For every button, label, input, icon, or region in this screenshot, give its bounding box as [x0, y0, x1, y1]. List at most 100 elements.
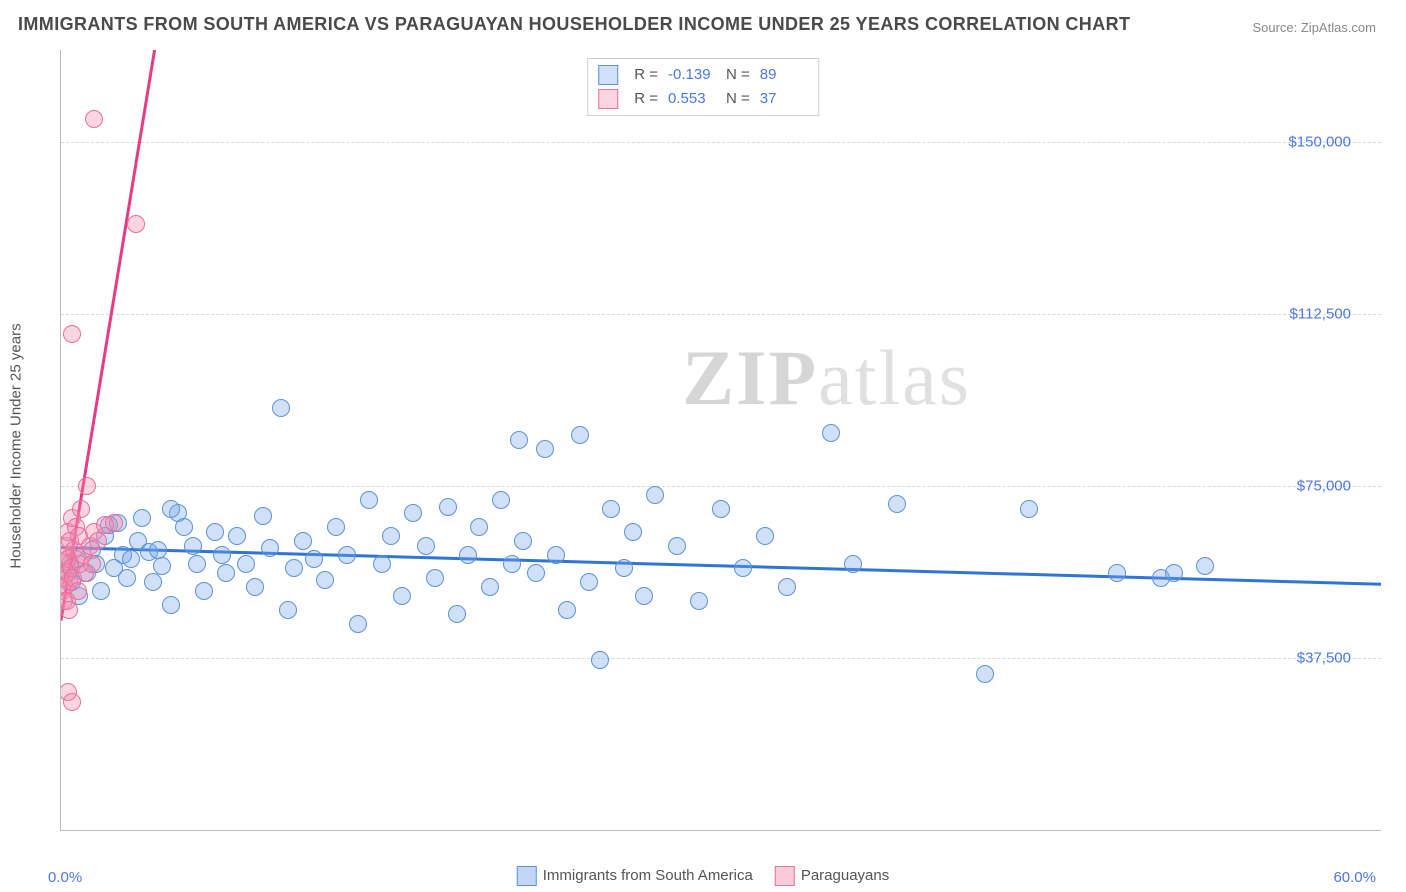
series-legend: Immigrants from South America Paraguayan… — [517, 866, 889, 886]
data-point-pink — [89, 532, 107, 550]
data-point-blue — [118, 569, 136, 587]
data-point-blue — [778, 578, 796, 596]
gridline — [61, 658, 1381, 659]
data-point-blue — [360, 491, 378, 509]
data-point-blue — [510, 431, 528, 449]
x-axis-min: 0.0% — [48, 869, 82, 886]
data-point-pink — [63, 693, 81, 711]
data-point-blue — [492, 491, 510, 509]
source-name: ZipAtlas.com — [1301, 20, 1376, 35]
x-tick — [501, 830, 502, 831]
data-point-blue — [448, 605, 466, 623]
data-point-blue — [888, 495, 906, 513]
swatch-icon — [775, 866, 795, 886]
y-tick-label: $150,000 — [1288, 133, 1351, 150]
data-point-blue — [404, 504, 422, 522]
data-point-blue — [1165, 564, 1183, 582]
data-point-blue — [481, 578, 499, 596]
data-point-blue — [188, 555, 206, 573]
data-point-blue — [153, 557, 171, 575]
source-prefix: Source: — [1252, 20, 1300, 35]
y-tick-label: $75,000 — [1297, 477, 1351, 494]
data-point-blue — [602, 500, 620, 518]
data-point-blue — [547, 546, 565, 564]
x-tick — [941, 830, 942, 831]
data-point-blue — [1108, 564, 1126, 582]
data-point-blue — [668, 537, 686, 555]
legend-item-pink: Paraguayans — [775, 866, 889, 886]
x-tick — [1161, 830, 1162, 831]
data-point-pink — [78, 477, 96, 495]
data-point-pink — [105, 514, 123, 532]
data-point-blue — [217, 564, 235, 582]
legend-n-value-pink: 37 — [760, 87, 808, 111]
data-point-blue — [591, 651, 609, 669]
data-point-blue — [635, 587, 653, 605]
data-point-blue — [133, 509, 151, 527]
data-point-blue — [712, 500, 730, 518]
data-point-pink — [72, 500, 90, 518]
y-tick-label: $37,500 — [1297, 649, 1351, 666]
legend-r-label: R = — [634, 87, 658, 111]
data-point-blue — [382, 527, 400, 545]
data-point-blue — [503, 555, 521, 573]
data-point-blue — [822, 424, 840, 442]
data-point-blue — [228, 527, 246, 545]
scatter-plot: ZIPatlas $37,500$75,000$112,500$150,000 — [60, 50, 1381, 831]
data-point-blue — [92, 582, 110, 600]
data-point-pink — [60, 601, 78, 619]
data-point-blue — [206, 523, 224, 541]
gridline — [61, 142, 1381, 143]
data-point-blue — [237, 555, 255, 573]
data-point-blue — [976, 665, 994, 683]
data-point-blue — [349, 615, 367, 633]
data-point-blue — [144, 573, 162, 591]
watermark-bold: ZIP — [682, 334, 818, 421]
data-point-blue — [426, 569, 444, 587]
data-point-blue — [646, 486, 664, 504]
data-point-blue — [162, 500, 180, 518]
x-tick — [281, 830, 282, 831]
data-point-blue — [439, 498, 457, 516]
trend-line-pink — [60, 50, 1381, 621]
legend-item-blue: Immigrants from South America — [517, 866, 753, 886]
x-tick — [61, 830, 62, 831]
data-point-blue — [305, 550, 323, 568]
source-attribution: Source: ZipAtlas.com — [1252, 20, 1376, 35]
legend-r-label: R = — [634, 63, 658, 87]
y-tick-label: $112,500 — [1290, 305, 1351, 322]
data-point-blue — [756, 527, 774, 545]
data-point-blue — [734, 559, 752, 577]
data-point-blue — [213, 546, 231, 564]
data-point-blue — [184, 537, 202, 555]
data-point-blue — [279, 601, 297, 619]
gridline — [61, 486, 1381, 487]
data-point-blue — [514, 532, 532, 550]
y-axis-label: Householder Income Under 25 years — [8, 323, 25, 568]
gridline — [61, 314, 1381, 315]
data-point-blue — [175, 518, 193, 536]
data-point-blue — [272, 399, 290, 417]
data-point-blue — [294, 532, 312, 550]
data-point-blue — [459, 546, 477, 564]
data-point-blue — [580, 573, 598, 591]
data-point-blue — [1020, 500, 1038, 518]
legend-n-label: N = — [726, 87, 750, 111]
data-point-pink — [63, 325, 81, 343]
data-point-blue — [527, 564, 545, 582]
legend-n-value-blue: 89 — [760, 63, 808, 87]
legend-r-value-blue: -0.139 — [668, 63, 716, 87]
data-point-blue — [536, 440, 554, 458]
data-point-blue — [470, 518, 488, 536]
data-point-blue — [195, 582, 213, 600]
data-point-blue — [254, 507, 272, 525]
data-point-blue — [162, 596, 180, 614]
data-point-blue — [285, 559, 303, 577]
data-point-blue — [373, 555, 391, 573]
legend-r-value-pink: 0.553 — [668, 87, 716, 111]
data-point-pink — [85, 110, 103, 128]
legend-label: Paraguayans — [801, 867, 889, 884]
data-point-blue — [844, 555, 862, 573]
data-point-blue — [338, 546, 356, 564]
chart-container: IMMIGRANTS FROM SOUTH AMERICA VS PARAGUA… — [0, 0, 1406, 892]
